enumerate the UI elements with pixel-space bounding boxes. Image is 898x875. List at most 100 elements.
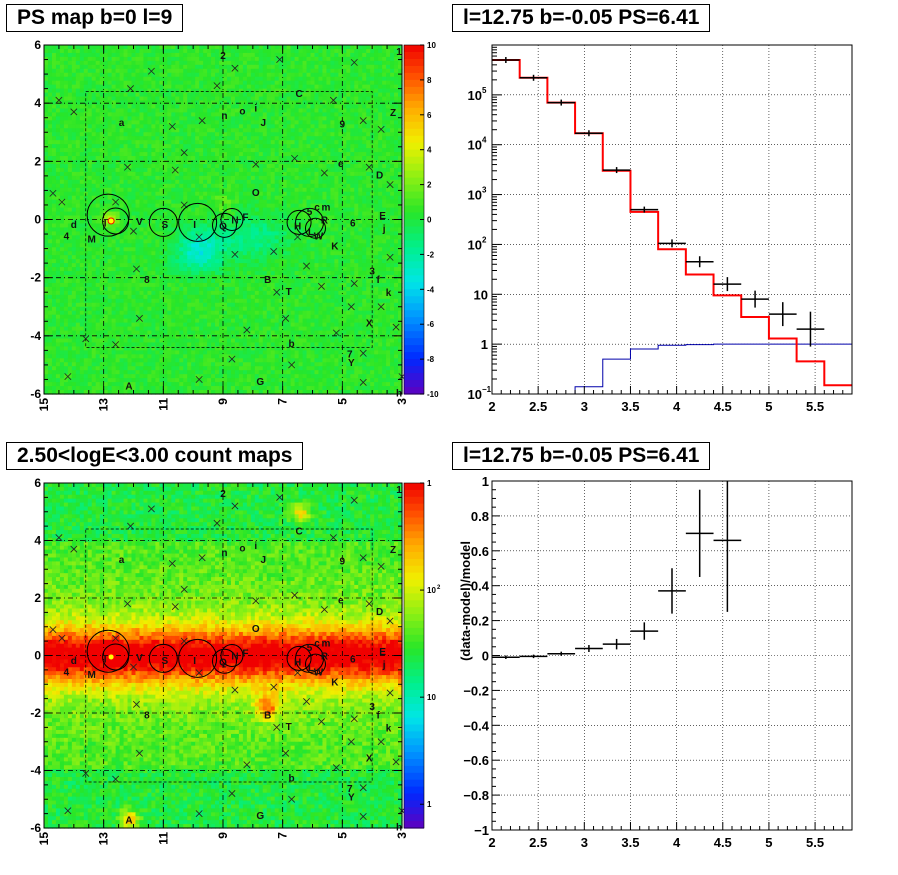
ps-heat-cell: [370, 152, 375, 157]
ps-heat-cell: [370, 56, 375, 62]
ps-heat-cell: [226, 255, 232, 260]
ps-heat-cell: [238, 191, 244, 197]
ps-heat-cell: [187, 263, 192, 268]
ps-heat-cell: [79, 120, 85, 125]
ps-heat-cell: [119, 152, 125, 157]
ps-heat-cell: [159, 199, 164, 205]
ps-heat-cell: [306, 156, 312, 161]
ps-heat-cell: [75, 207, 81, 213]
ps-heat-cell: [234, 136, 240, 141]
ps-heat-cell: [119, 48, 125, 54]
ps-heat-cell: [330, 60, 335, 66]
ps-heat-cell: [183, 259, 188, 264]
ps-heat-cell: [179, 179, 184, 185]
ps-heat-cell: [254, 108, 260, 114]
ps-heat-cell: [350, 52, 355, 58]
ps-heat-cell: [230, 72, 236, 78]
ps-heat-cell: [238, 215, 244, 221]
ps-heat-cell: [223, 203, 228, 209]
ps-heat-cell: [155, 211, 160, 217]
ps-heat-cell: [386, 88, 391, 94]
ps-heat-cell: [310, 247, 316, 252]
ps-heat-cell: [258, 136, 264, 141]
ps-heat-cell: [44, 203, 49, 209]
ps-heat-cell: [282, 120, 288, 125]
ps-heat-cell: [211, 124, 216, 129]
ps-heat-cell: [270, 251, 276, 256]
ps-heat-cell: [270, 215, 276, 221]
ps-heat-cell: [83, 104, 89, 110]
ps-heat-cell: [203, 124, 208, 129]
ps-heat-cell: [250, 235, 256, 240]
ps-heat-cell: [151, 215, 156, 221]
ps-heat-cell: [382, 160, 387, 165]
ps-heat-cell: [254, 136, 260, 141]
ps-heat-cell: [366, 128, 371, 133]
ps-heat-cell: [147, 100, 152, 106]
ps-heat-cell: [246, 120, 252, 125]
ps-heat-cell: [147, 56, 152, 62]
ps-heat-cell: [155, 60, 160, 66]
ps-heat-cell: [119, 92, 125, 98]
ps-heat-cell: [342, 72, 347, 78]
ps-heat-cell: [151, 108, 156, 114]
ps-heat-cell: [354, 259, 359, 264]
ps-heat-cell: [278, 68, 284, 74]
ps-heat-cell: [358, 171, 363, 177]
ps-heat-cell: [274, 128, 280, 133]
ps-heat-cell: [47, 156, 53, 161]
ps-heat-cell: [314, 48, 320, 54]
ps-heat-cell: [266, 116, 272, 121]
ps-heat-cell: [286, 223, 292, 229]
ps-heat-cell: [378, 235, 383, 240]
ps-heat-cell: [179, 112, 184, 117]
ps-heat-cell: [398, 124, 403, 129]
ps-heat-cell: [390, 116, 395, 121]
ps-heat-cell: [151, 64, 156, 70]
ps-heat-cell: [282, 259, 288, 264]
ps-heat-cell: [270, 88, 276, 94]
ps-heat-cell: [274, 199, 280, 205]
ps-heat-cell: [219, 263, 224, 268]
ps-heat-cell: [79, 72, 85, 78]
ps-heat-cell: [79, 191, 85, 197]
ps-heat-cell: [127, 112, 133, 117]
ps-heat-cell: [187, 80, 192, 86]
ps-heat-cell: [346, 211, 351, 217]
ps-heat-cell: [75, 211, 81, 217]
ps-heat-cell: [99, 136, 105, 141]
ps-heat-cell: [382, 171, 387, 177]
ps-heat-cell: [242, 223, 248, 229]
ps-heat-cell: [326, 187, 331, 193]
ps-heat-cell: [75, 227, 81, 232]
ps-heat-cell: [147, 76, 152, 82]
ps-heat-cell: [51, 195, 57, 201]
ps-heat-cell: [282, 207, 288, 213]
ps-heat-cell: [44, 207, 49, 213]
ps-heat-cell: [163, 108, 168, 114]
ps-heat-cell: [258, 235, 264, 240]
ps-heat-cell: [115, 104, 121, 110]
ps-heat-cell: [322, 112, 328, 117]
ps-heat-cell: [382, 179, 387, 185]
ps-heat-cell: [322, 88, 328, 94]
ps-heat-cell: [127, 48, 133, 54]
ps-heat-cell: [55, 72, 61, 78]
ps-heat-cell: [310, 64, 316, 70]
ps-heat-cell: [378, 259, 383, 264]
ps-heat-cell: [207, 195, 212, 201]
ps-heat-cell: [79, 88, 85, 94]
ps-heat-cell: [211, 171, 216, 177]
ps-heat-cell: [131, 211, 137, 217]
ps-heat-cell: [195, 259, 200, 264]
ps-heat-cell: [47, 231, 53, 236]
ps-heat-cell: [290, 68, 296, 74]
ps-heat-cell: [139, 235, 145, 240]
ps-heat-cell: [107, 104, 113, 110]
ps-heat-cell: [390, 243, 395, 248]
ps-heat-cell: [111, 45, 117, 50]
ps-heat-cell: [322, 207, 328, 213]
ps-heat-cell: [223, 124, 228, 129]
ps-heat-cell: [282, 167, 288, 173]
ps-heat-cell: [139, 52, 145, 58]
